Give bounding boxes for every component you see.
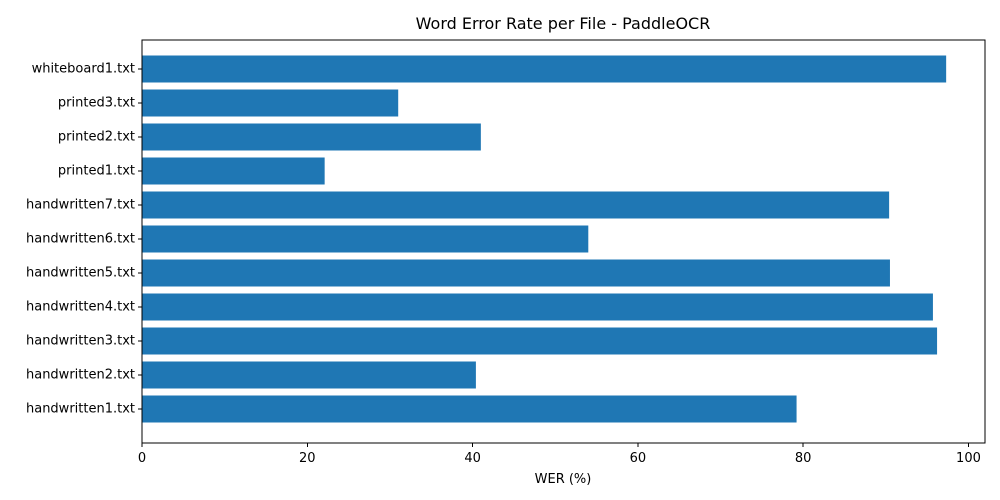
bar-whiteboard1 <box>142 55 947 83</box>
bar-handwritten5 <box>142 259 890 287</box>
chart-title: Word Error Rate per File - PaddleOCR <box>416 14 711 33</box>
bar-printed1 <box>142 157 325 185</box>
x-tick-label: 100 <box>956 451 981 466</box>
y-tick-label: handwritten1.txt <box>26 402 135 417</box>
y-tick-label: handwritten4.txt <box>26 300 135 315</box>
y-tick-label: handwritten7.txt <box>26 198 135 213</box>
bar-handwritten2 <box>142 361 476 389</box>
x-tick-label: 60 <box>630 451 647 466</box>
plot-frame <box>141 39 986 444</box>
x-tick-label: 40 <box>464 451 481 466</box>
y-tick-label: handwritten3.txt <box>26 334 135 349</box>
bar-handwritten3 <box>142 327 938 355</box>
y-tick-label: handwritten5.txt <box>26 266 135 281</box>
y-tick-label: printed1.txt <box>58 164 135 179</box>
bar-handwritten4 <box>142 293 933 321</box>
x-tick-label: 80 <box>795 451 812 466</box>
y-tick-label: whiteboard1.txt <box>32 62 135 77</box>
x-tick-label: 0 <box>138 451 146 466</box>
bar-printed2 <box>142 123 481 151</box>
y-tick-label: printed3.txt <box>58 96 135 111</box>
x-tick-label: 20 <box>299 451 316 466</box>
x-axis-ticks: 0 20 40 60 80 100 <box>138 443 981 466</box>
bar-handwritten1 <box>142 395 797 423</box>
y-tick-label: handwritten6.txt <box>26 232 135 247</box>
bars-group <box>142 55 947 423</box>
y-tick-label: handwritten2.txt <box>26 368 135 383</box>
y-tick-label: printed2.txt <box>58 130 135 145</box>
bar-handwritten7 <box>142 191 890 219</box>
bar-printed3 <box>142 89 399 117</box>
bar-handwritten6 <box>142 225 589 253</box>
y-axis-ticks: handwritten1.txt handwritten2.txt handwrit… <box>26 62 142 417</box>
x-axis-label: WER (%) <box>535 472 592 487</box>
